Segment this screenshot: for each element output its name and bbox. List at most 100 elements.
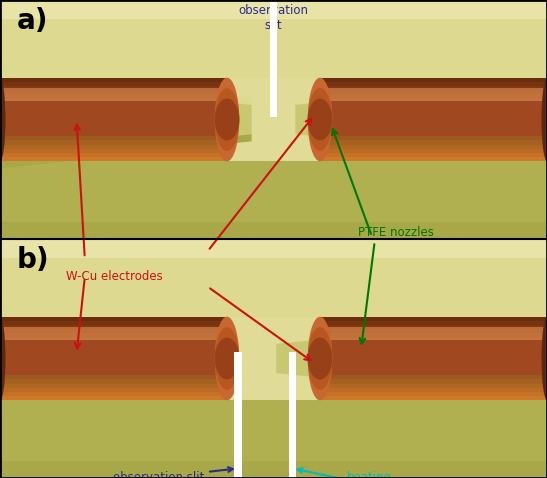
- Bar: [320, 358, 547, 363]
- Bar: [0, 396, 227, 401]
- Bar: [320, 153, 547, 157]
- Bar: [0, 337, 227, 342]
- Bar: [320, 136, 547, 141]
- Ellipse shape: [214, 317, 240, 401]
- Bar: [0, 153, 227, 157]
- Bar: [0, 103, 227, 107]
- Bar: [320, 350, 547, 354]
- Bar: [320, 132, 547, 136]
- Bar: [0, 239, 547, 316]
- Bar: [0, 461, 547, 478]
- Ellipse shape: [214, 78, 240, 162]
- Bar: [0, 0, 547, 77]
- Ellipse shape: [307, 327, 333, 390]
- Bar: [320, 145, 547, 149]
- Bar: [0, 98, 227, 103]
- Ellipse shape: [0, 317, 5, 401]
- Bar: [0, 334, 227, 337]
- Bar: [320, 337, 547, 342]
- Text: PTFE nozzles: PTFE nozzles: [358, 226, 434, 239]
- Bar: [0, 363, 227, 367]
- Text: b): b): [16, 246, 49, 274]
- Bar: [0, 392, 227, 396]
- Bar: [320, 103, 547, 107]
- Bar: [270, 0, 277, 118]
- Bar: [320, 383, 547, 388]
- Bar: [0, 120, 227, 124]
- Polygon shape: [0, 316, 219, 401]
- Bar: [320, 388, 547, 392]
- Bar: [0, 157, 227, 162]
- Bar: [320, 98, 547, 103]
- Polygon shape: [0, 134, 252, 169]
- Bar: [0, 128, 227, 132]
- Bar: [320, 354, 547, 358]
- Bar: [320, 86, 547, 90]
- Bar: [0, 329, 227, 334]
- Bar: [0, 136, 227, 141]
- Bar: [0, 107, 227, 111]
- Bar: [0, 346, 227, 350]
- Bar: [0, 149, 227, 153]
- Ellipse shape: [214, 337, 240, 380]
- Bar: [320, 157, 547, 162]
- Bar: [320, 78, 547, 82]
- Bar: [320, 380, 547, 383]
- Bar: [0, 371, 227, 375]
- Text: a): a): [16, 7, 48, 35]
- Bar: [0, 383, 227, 388]
- Ellipse shape: [307, 88, 333, 151]
- Polygon shape: [276, 316, 547, 401]
- Bar: [320, 327, 547, 340]
- Bar: [0, 321, 227, 325]
- Bar: [0, 132, 227, 136]
- Ellipse shape: [542, 78, 547, 162]
- Bar: [234, 352, 242, 478]
- Bar: [0, 141, 227, 145]
- Bar: [320, 321, 547, 325]
- Ellipse shape: [214, 88, 240, 151]
- Bar: [0, 145, 227, 149]
- Ellipse shape: [214, 327, 240, 390]
- Bar: [0, 367, 227, 371]
- Bar: [0, 86, 227, 90]
- Bar: [0, 358, 227, 363]
- Bar: [0, 222, 547, 239]
- Bar: [0, 124, 227, 128]
- Bar: [320, 95, 547, 98]
- Bar: [320, 107, 547, 111]
- Bar: [0, 111, 227, 115]
- Text: heating
channel: heating channel: [298, 468, 394, 478]
- Bar: [0, 325, 227, 329]
- Bar: [320, 392, 547, 396]
- Bar: [320, 325, 547, 329]
- Ellipse shape: [0, 78, 5, 162]
- Text: observation
slit: observation slit: [238, 4, 309, 32]
- Bar: [320, 396, 547, 401]
- Bar: [320, 317, 547, 321]
- Bar: [0, 401, 547, 478]
- Bar: [0, 380, 227, 383]
- Ellipse shape: [307, 78, 333, 162]
- Bar: [0, 90, 227, 95]
- Bar: [0, 388, 227, 392]
- Bar: [320, 329, 547, 334]
- Bar: [320, 363, 547, 367]
- Bar: [320, 141, 547, 145]
- Bar: [0, 0, 547, 19]
- Ellipse shape: [214, 98, 240, 141]
- Bar: [320, 115, 547, 120]
- Bar: [320, 82, 547, 86]
- Ellipse shape: [307, 317, 333, 401]
- Bar: [0, 350, 227, 354]
- Bar: [320, 367, 547, 371]
- Bar: [0, 115, 227, 120]
- Ellipse shape: [542, 317, 547, 401]
- Bar: [320, 90, 547, 95]
- Bar: [0, 327, 227, 340]
- Bar: [320, 375, 547, 380]
- Bar: [320, 120, 547, 124]
- Bar: [0, 78, 227, 82]
- Bar: [0, 162, 547, 239]
- Bar: [0, 317, 227, 321]
